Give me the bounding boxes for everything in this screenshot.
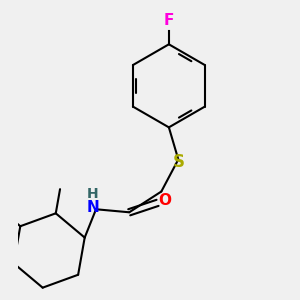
Text: O: O bbox=[158, 194, 171, 208]
Text: F: F bbox=[164, 14, 174, 28]
Text: S: S bbox=[173, 154, 185, 172]
Text: N: N bbox=[87, 200, 99, 215]
Text: H: H bbox=[87, 187, 99, 201]
